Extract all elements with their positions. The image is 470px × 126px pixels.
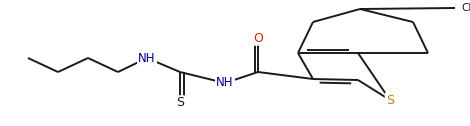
Text: NH: NH bbox=[138, 52, 156, 65]
Text: O: O bbox=[253, 32, 263, 44]
Text: S: S bbox=[176, 97, 184, 109]
Text: CH₃: CH₃ bbox=[461, 3, 470, 13]
Text: S: S bbox=[386, 93, 394, 106]
Text: NH: NH bbox=[216, 76, 234, 89]
